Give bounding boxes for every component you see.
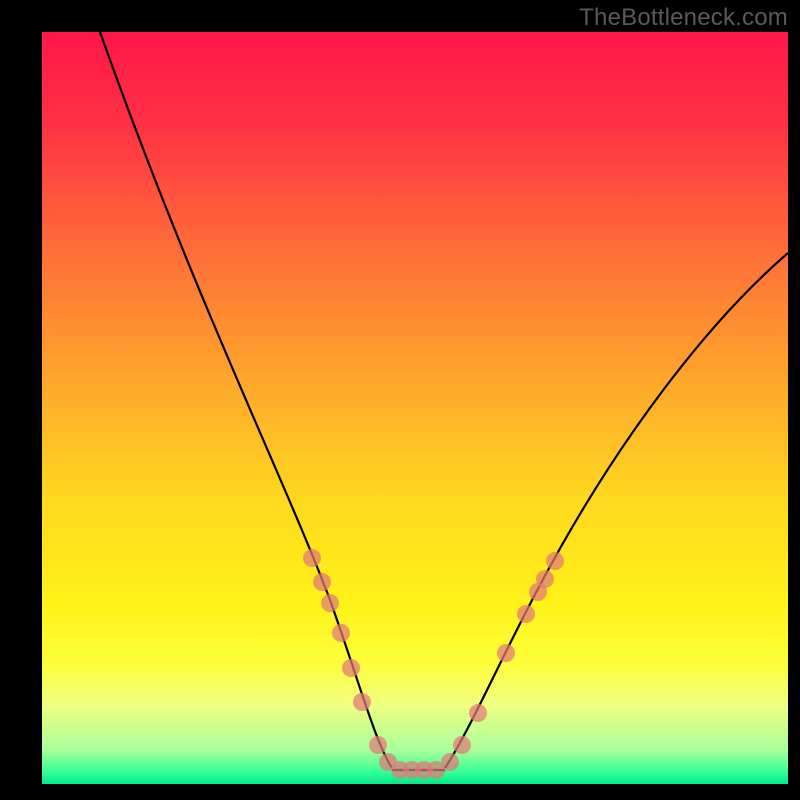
data-marker (332, 624, 350, 642)
chart-canvas: TheBottleneck.com (0, 0, 800, 800)
bottleneck-chart (0, 0, 800, 800)
data-marker (369, 736, 387, 754)
data-marker (353, 693, 371, 711)
data-marker (497, 644, 515, 662)
data-marker (517, 605, 535, 623)
data-marker (313, 573, 331, 591)
data-marker (453, 736, 471, 754)
data-marker (321, 594, 339, 612)
data-marker (536, 570, 554, 588)
data-marker (303, 549, 321, 567)
data-marker (469, 704, 487, 722)
data-marker (546, 552, 564, 570)
watermark-text: TheBottleneck.com (579, 4, 788, 32)
data-marker (342, 659, 360, 677)
gradient-plot-area (42, 32, 788, 784)
data-marker (441, 753, 459, 771)
